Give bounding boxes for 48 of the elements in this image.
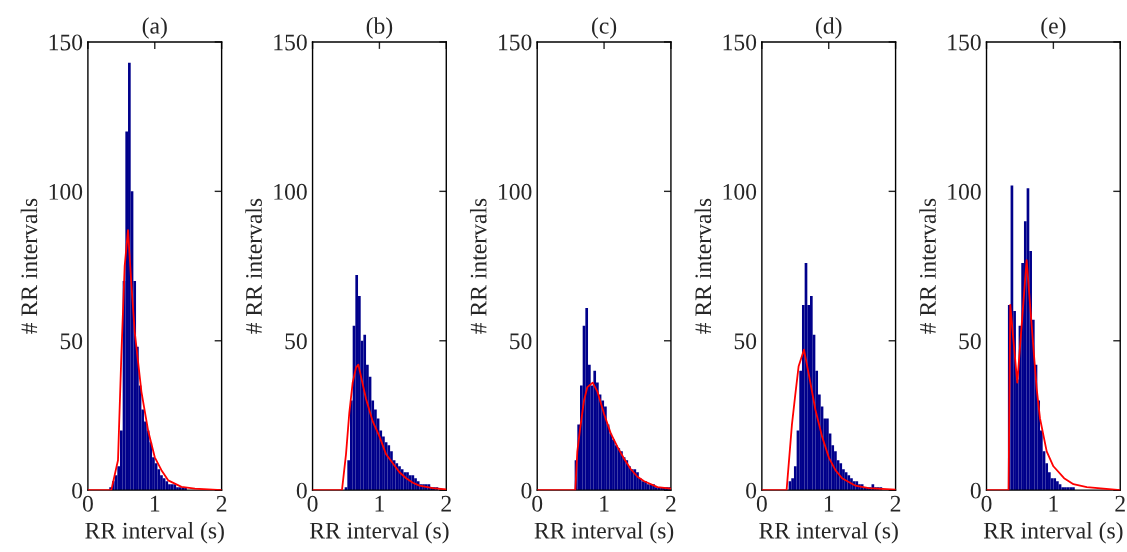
- x-axis-title: RR interval (s): [534, 522, 674, 544]
- y-tick-label: 100: [274, 183, 307, 200]
- x-tick-label: 1: [824, 495, 834, 512]
- y-tick-label: 50: [959, 333, 981, 350]
- x-tick-label: 1: [1049, 495, 1058, 512]
- chart-title: (d): [816, 17, 842, 39]
- y-tick-label: 150: [948, 34, 981, 51]
- x-axis-title: RR interval (s): [85, 522, 224, 544]
- x-tick-label: 2: [666, 495, 676, 512]
- x-tick-label: 2: [441, 495, 451, 512]
- x-tick-label: 2: [890, 495, 901, 512]
- x-tick-label: 1: [600, 495, 609, 512]
- y-tick-label: 50: [734, 333, 757, 350]
- y-axis-title: # RR intervals: [469, 198, 487, 334]
- x-tick-label: 0: [981, 495, 992, 512]
- y-tick-label: 0: [72, 482, 83, 499]
- x-tick-label: 2: [1115, 495, 1125, 512]
- x-axis-title: RR interval (s): [309, 522, 449, 544]
- y-tick-label: 50: [510, 333, 532, 350]
- chart-title: (a): [142, 17, 167, 39]
- y-tick-label: 50: [60, 333, 83, 350]
- y-tick-label: 100: [723, 183, 757, 200]
- x-tick-label: 1: [375, 495, 384, 512]
- x-tick-label: 0: [532, 495, 543, 512]
- chart-title: (e): [1041, 17, 1066, 39]
- y-tick-label: 100: [499, 183, 532, 200]
- x-axis-title: RR interval (s): [759, 522, 898, 544]
- x-tick-label: 0: [307, 495, 318, 512]
- y-axis-title: # RR intervals: [245, 198, 262, 334]
- x-tick-label: 1: [150, 495, 160, 512]
- y-axis-title: # RR intervals: [20, 198, 38, 334]
- y-tick-label: 0: [296, 482, 307, 499]
- chart-title: (b): [366, 17, 393, 39]
- y-tick-label: 150: [499, 34, 532, 51]
- x-axis-title: RR interval (s): [983, 522, 1123, 544]
- y-axis-title: # RR intervals: [694, 198, 712, 334]
- y-tick-label: 150: [49, 34, 83, 51]
- x-tick-label: 2: [216, 495, 227, 512]
- y-tick-label: 100: [49, 183, 83, 200]
- y-tick-label: 0: [970, 482, 981, 499]
- y-axis-title: # RR intervals: [919, 198, 936, 334]
- y-tick-label: 150: [274, 34, 307, 51]
- y-tick-label: 100: [948, 183, 981, 200]
- y-tick-label: 50: [285, 333, 307, 350]
- y-tick-label: 0: [746, 482, 757, 499]
- y-tick-label: 150: [723, 34, 757, 51]
- chart-title: (c): [592, 17, 617, 39]
- y-tick-label: 0: [521, 482, 532, 499]
